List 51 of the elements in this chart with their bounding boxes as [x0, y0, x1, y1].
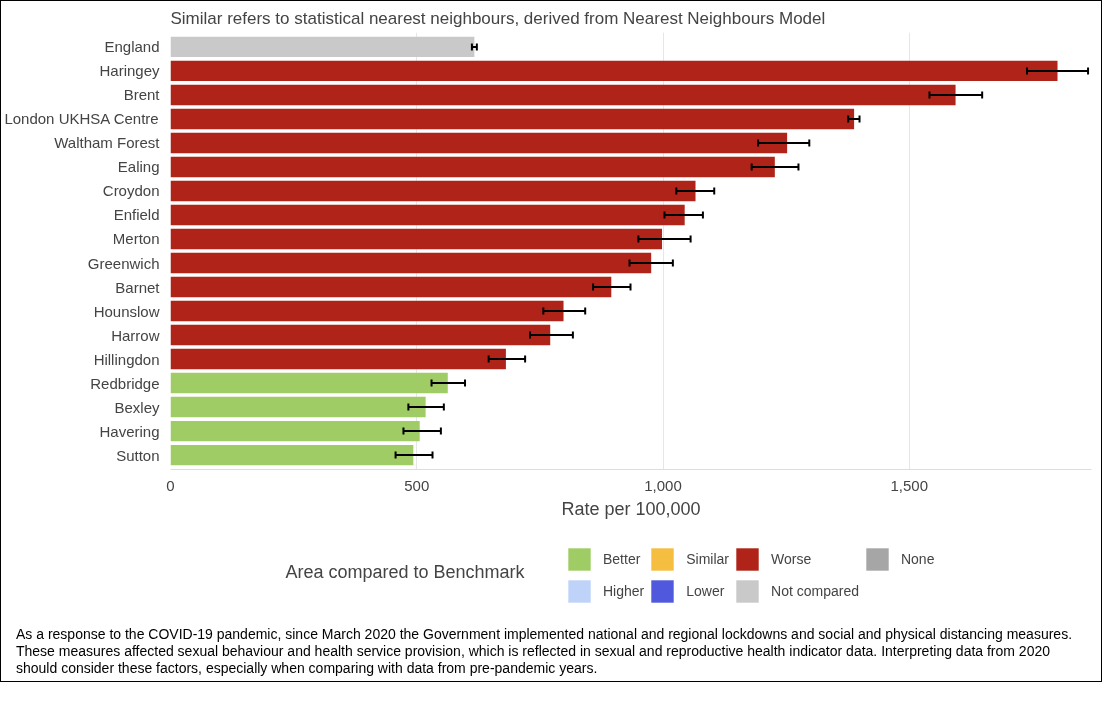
bar — [170, 300, 564, 322]
y-tick-label: Redbridge — [90, 374, 160, 392]
legend-label: Not compared — [771, 583, 859, 599]
bar — [170, 396, 426, 418]
x-tick-label: 1,500 — [890, 476, 929, 494]
y-tick-label: Havering — [99, 422, 160, 440]
y-tick-label: England — [104, 38, 160, 56]
bar — [170, 444, 414, 466]
legend-label: Higher — [603, 583, 645, 599]
y-tick-label: Waltham Forest — [54, 134, 161, 152]
y-tick-label: London UKHSA Centre — [4, 110, 159, 128]
y-tick-label: Greenwich — [87, 254, 160, 272]
x-tick-label: 500 — [404, 476, 430, 494]
bar — [170, 420, 420, 442]
y-tick-label: Merton — [112, 230, 160, 248]
bar — [170, 108, 855, 130]
text: As a response to the COVID-19 pandemic, since March 2020 the Government implemented national and regional lockdowns and social and physical distancing measures. These measures affected sexual behaviour and health service provision, which is reflected in sexual and reproductive health indicator data. Interpreting data from 2020 should consider these factors, especially when comparing with data from pre-pandemic years. — [16, 626, 1074, 677]
y-tick-label: Barnet — [115, 278, 161, 296]
y-tick-label: Hounslow — [93, 302, 160, 320]
bar — [170, 252, 652, 274]
legend-label: Lower — [686, 583, 726, 599]
x-tick-label: 1,000 — [644, 476, 682, 494]
y-tick-label: Harrow — [111, 326, 160, 344]
y-tick-label: Ealing — [117, 158, 160, 176]
bar — [170, 132, 788, 154]
y-tick-label: Croydon — [102, 182, 160, 200]
bar — [170, 276, 612, 298]
bar — [170, 60, 1058, 82]
x-tick-label: 0 — [166, 476, 175, 494]
legend-label: Better — [603, 551, 642, 567]
chart-title: Similar refers to statistical nearest neighbours, derived from Nearest Neighbours Model — [170, 8, 826, 28]
bar — [170, 228, 663, 250]
y-tick-label: Haringey — [99, 62, 160, 80]
legend-label: Similar — [686, 551, 730, 567]
bar — [170, 348, 506, 370]
legend-title: Area compared to Benchmark — [285, 561, 526, 582]
y-tick-label: Bexley — [114, 398, 160, 416]
y-tick-label: Brent — [123, 86, 161, 104]
legend-label: Worse — [771, 551, 812, 567]
bar — [170, 84, 956, 106]
bar — [170, 204, 685, 226]
bar — [170, 36, 475, 58]
y-tick-label: Enfield — [113, 206, 160, 224]
legend-label: None — [900, 551, 936, 567]
y-tick-label: Hillingdon — [93, 350, 160, 368]
x-axis-title: Rate per 100,000 — [561, 498, 701, 519]
bar — [170, 372, 448, 394]
bar — [170, 180, 696, 202]
y-tick-label: Sutton — [116, 446, 160, 464]
bar — [170, 156, 775, 178]
bar — [170, 324, 551, 346]
